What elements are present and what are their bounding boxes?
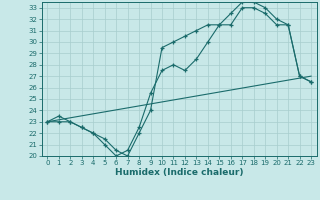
X-axis label: Humidex (Indice chaleur): Humidex (Indice chaleur): [115, 168, 244, 177]
